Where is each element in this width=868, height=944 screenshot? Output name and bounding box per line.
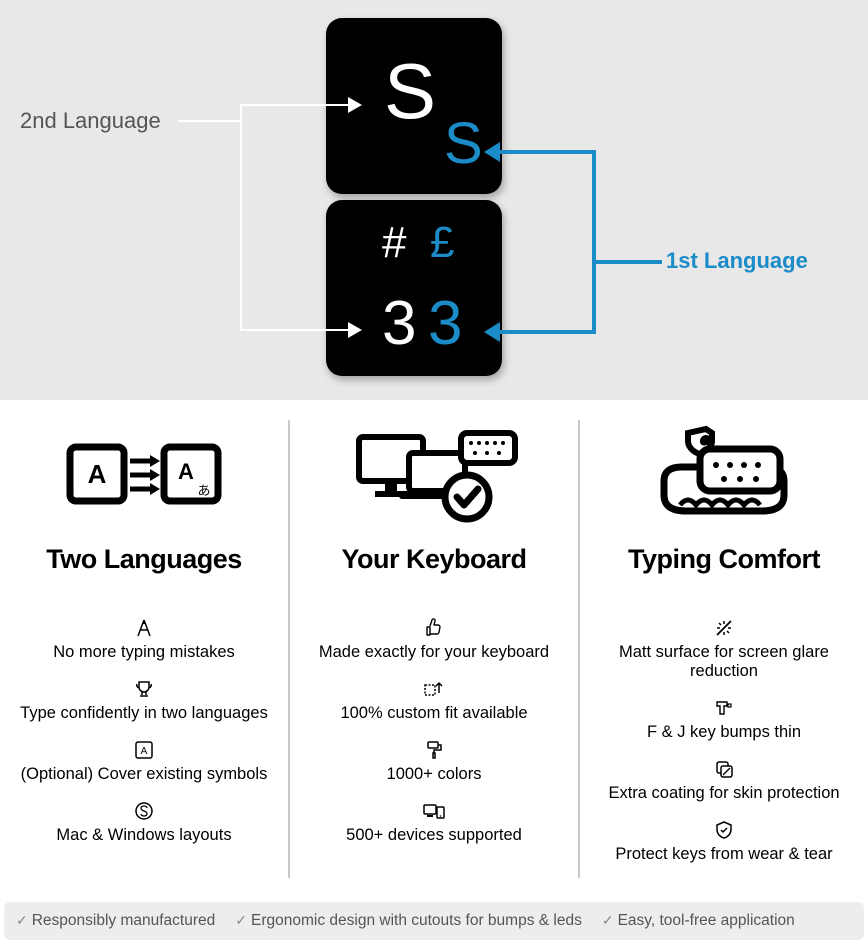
hero-diagram: S S # £ 3 3 2nd Language 1st Language <box>0 0 868 400</box>
col-title: Typing Comfort <box>590 544 858 575</box>
feat-text: (Optional) Cover existing symbols <box>10 765 278 784</box>
devices-icon <box>300 798 568 824</box>
paint-icon <box>300 737 568 763</box>
key-3: # £ 3 3 <box>326 200 502 376</box>
feat: Type confidently in two languages <box>10 676 278 723</box>
shield-icon <box>590 817 858 843</box>
label-2nd-language: 2nd Language <box>20 108 161 134</box>
your-keyboard-icon <box>300 420 568 530</box>
feat-text: Type confidently in two languages <box>10 704 278 723</box>
label-1st-language: 1st Language <box>666 248 808 274</box>
check-icon: ✓ <box>235 912 247 928</box>
key1-1st-glyph: S <box>444 110 483 177</box>
feat-text: Made exactly for your keyboard <box>300 643 568 662</box>
check-icon: ✓ <box>16 912 28 928</box>
key2-top-1st: £ <box>430 218 454 268</box>
feat-text: F & J key bumps thin <box>590 723 858 742</box>
col-two-languages: A A あ Two Languages No more typing mista… <box>0 420 288 878</box>
feat-text: 100% custom fit available <box>300 704 568 723</box>
feat-text: Mac & Windows layouts <box>10 826 278 845</box>
feat: Extra coating for skin protection <box>590 756 858 803</box>
key2-bot-2nd: 3 <box>382 288 416 359</box>
trophy-icon <box>10 676 278 702</box>
feat: 1000+ colors <box>300 737 568 784</box>
col-typing-comfort: Typing Comfort Matt surface for screen g… <box>578 420 868 878</box>
feat: A (Optional) Cover existing symbols <box>10 737 278 784</box>
key1-2nd-glyph: S <box>384 46 436 137</box>
col-your-keyboard: Your Keyboard Made exactly for your keyb… <box>288 420 578 878</box>
check-icon: ✓ <box>602 912 614 928</box>
feat: F & J key bumps thin <box>590 695 858 742</box>
typing-comfort-icon <box>590 420 858 530</box>
thumbs-up-icon <box>300 615 568 641</box>
col-title: Two Languages <box>10 544 278 575</box>
feat-text: 1000+ colors <box>300 765 568 784</box>
no-glare-icon <box>590 615 858 641</box>
svg-text:A: A <box>88 459 107 489</box>
key2-bot-1st: 3 <box>428 288 462 359</box>
svg-text:あ: あ <box>197 483 210 498</box>
feat: 100% custom fit available <box>300 676 568 723</box>
coating-icon <box>590 756 858 782</box>
feat: Matt surface for screen glare reduction <box>590 615 858 681</box>
feat-text: 500+ devices supported <box>300 826 568 845</box>
font-a-icon <box>10 615 278 641</box>
circle-s-icon <box>10 798 278 824</box>
feat-text: Matt surface for screen glare reduction <box>590 643 858 681</box>
fit-icon <box>300 676 568 702</box>
feat-text: Extra coating for skin protection <box>590 784 858 803</box>
feat: Mac & Windows layouts <box>10 798 278 845</box>
bump-icon <box>590 695 858 721</box>
feat: Made exactly for your keyboard <box>300 615 568 662</box>
feat: 500+ devices supported <box>300 798 568 845</box>
key-a-icon: A <box>10 737 278 763</box>
footer-bar: ✓Responsibly manufactured ✓Ergonomic des… <box>4 902 864 940</box>
feat: No more typing mistakes <box>10 615 278 662</box>
two-languages-icon: A A あ <box>10 420 278 530</box>
feat-text: No more typing mistakes <box>10 643 278 662</box>
key2-top-2nd: # <box>382 218 406 268</box>
feat: Protect keys from wear & tear <box>590 817 858 864</box>
col-title: Your Keyboard <box>300 544 568 575</box>
svg-text:A: A <box>178 459 194 484</box>
feat-text: Protect keys from wear & tear <box>590 845 858 864</box>
feature-columns: A A あ Two Languages No more typing mista… <box>0 400 868 898</box>
svg-text:A: A <box>141 746 148 757</box>
